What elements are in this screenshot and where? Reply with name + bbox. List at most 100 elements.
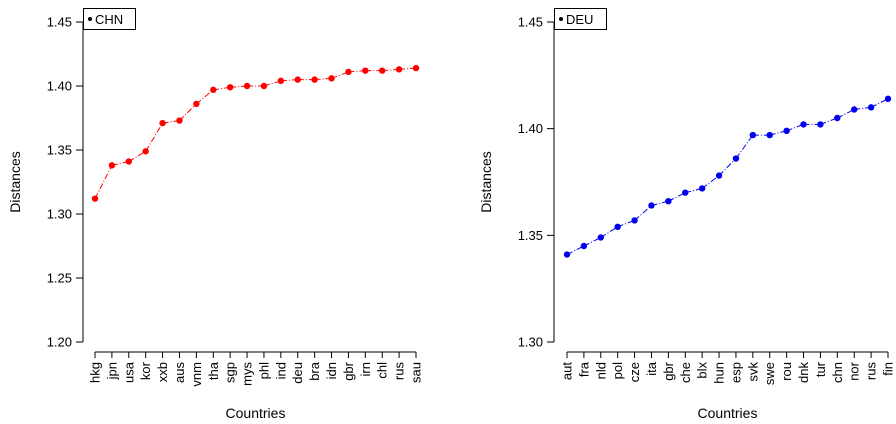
x-tick-label: kor — [138, 361, 153, 380]
x-tick-label: rus — [392, 362, 407, 381]
data-point-bra — [311, 76, 318, 83]
data-point-deu — [294, 76, 301, 83]
x-tick-label: cze — [627, 362, 642, 382]
data-point-rou — [783, 127, 790, 134]
data-point-gbr — [345, 68, 352, 76]
x-tick-label: fra — [576, 361, 591, 377]
data-point-blx — [698, 185, 706, 192]
data-point-aus — [176, 117, 183, 124]
x-tick-label: sgp — [223, 362, 238, 383]
x-tick-label: gbr — [341, 361, 356, 380]
data-point-kor — [142, 148, 149, 155]
legend-box — [554, 8, 607, 30]
data-point-nor — [851, 106, 858, 113]
legend-label: CHN — [95, 12, 123, 27]
x-axis-title: Countries — [698, 405, 758, 421]
series-line-segment — [145, 122, 164, 152]
data-point-rus — [395, 66, 403, 73]
legend-box — [83, 8, 136, 30]
y-axis-title: Distances — [478, 151, 494, 212]
data-point-esp — [732, 155, 740, 162]
data-point-dnk — [800, 121, 807, 128]
x-tick-label: ita — [644, 361, 659, 376]
x-tick-label: aut — [560, 362, 575, 380]
series-line-segment — [196, 89, 214, 105]
data-point-svk — [749, 131, 757, 139]
series-line-segment — [128, 150, 146, 162]
y-tick-label: 1.20 — [47, 335, 72, 350]
x-tick-label: deu — [290, 362, 305, 384]
x-tick-label: dnk — [796, 362, 811, 383]
data-point-fin — [884, 95, 892, 103]
x-tick-label: nor — [847, 361, 862, 380]
x-tick-label: svk — [745, 362, 760, 382]
x-tick-label: irn — [358, 362, 373, 376]
x-tick-label: gbr — [661, 361, 676, 380]
x-tick-label: bra — [307, 361, 322, 381]
legend-bullet — [88, 17, 92, 21]
x-tick-label: rus — [864, 362, 879, 381]
data-point-irn — [362, 67, 369, 74]
series-line-segment — [701, 175, 720, 189]
data-point-idn — [328, 75, 335, 82]
x-tick-label: sau — [409, 362, 424, 383]
x-tick-label: chn — [830, 362, 845, 383]
x-tick-label: fin — [881, 362, 896, 376]
data-point-ind — [277, 77, 285, 85]
x-tick-label: idn — [324, 362, 339, 379]
y-tick-label: 1.30 — [518, 335, 543, 350]
data-point-chn — [834, 114, 841, 122]
x-tick-label: usa — [121, 361, 136, 383]
series-line-segment — [179, 103, 197, 121]
y-axis-title: Distances — [7, 151, 23, 212]
data-point-chl — [379, 67, 386, 74]
x-tick-label: aus — [172, 362, 187, 383]
data-point-sgp — [226, 84, 234, 91]
x-tick-label: tha — [206, 361, 221, 380]
data-point-phl — [260, 82, 268, 90]
data-point-jpn — [108, 162, 116, 169]
y-tick-label: 1.45 — [47, 15, 72, 30]
y-tick-label: 1.40 — [47, 79, 72, 94]
data-point-nld — [597, 234, 604, 241]
x-tick-label: vnm — [189, 362, 204, 387]
x-tick-label: swe — [762, 362, 777, 385]
y-tick-label: 1.45 — [518, 15, 543, 30]
y-tick-label: 1.30 — [47, 207, 72, 222]
data-point-hkg — [91, 195, 99, 202]
x-tick-label: esp — [728, 362, 743, 383]
data-point-usa — [125, 158, 132, 165]
chart-panel-chn: 1.20 1.25 1.30 1.35 1.40 1.45 hkg jpn usa kor xxb a… — [7, 8, 424, 421]
y-tick-label: 1.35 — [47, 143, 72, 158]
x-tick-label: blx — [695, 362, 710, 379]
y-tick-label: 1.35 — [518, 228, 543, 243]
x-tick-label: pol — [610, 362, 625, 379]
x-tick-label: nld — [593, 362, 608, 379]
x-axis-title: Countries — [226, 405, 286, 421]
y-tick-label: 1.40 — [518, 121, 543, 136]
y-tick-label: 1.25 — [47, 271, 72, 286]
x-tick-label: che — [678, 362, 693, 383]
x-tick-label: jpn — [104, 362, 119, 380]
series-line-segment — [735, 134, 754, 159]
data-point-tha — [210, 86, 217, 94]
series-line-segment — [94, 165, 113, 199]
chart-panel-deu: 1.30 1.35 1.40 1.45 aut fra nld pol cze ita gbr che… — [478, 8, 896, 421]
data-point-pol — [614, 223, 621, 230]
data-point-aut — [563, 251, 571, 258]
data-point-che — [682, 189, 689, 196]
x-tick-label: mys — [240, 362, 255, 386]
x-tick-label: ind — [273, 362, 288, 379]
x-tick-label: rou — [779, 362, 794, 381]
data-point-sau — [412, 64, 420, 72]
data-point-vnm — [193, 100, 200, 108]
series-line-segment — [600, 226, 618, 238]
series-line-segment — [634, 205, 652, 221]
legend-bullet — [559, 17, 563, 21]
data-point-hun — [715, 172, 723, 179]
data-point-ita — [648, 202, 655, 209]
x-tick-label: hun — [712, 362, 727, 384]
x-tick-label: tur — [813, 361, 828, 377]
